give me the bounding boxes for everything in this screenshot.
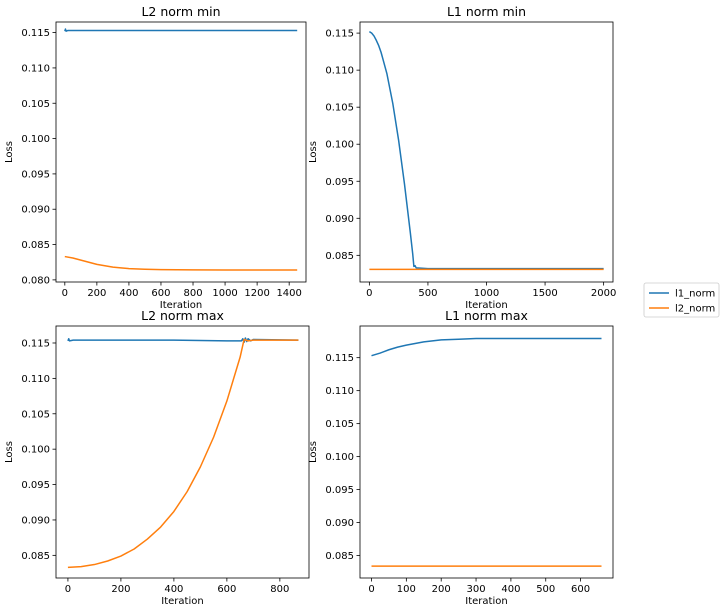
x-tick-label: 0: [366, 288, 372, 299]
series-line-l2-norm: [64, 255, 298, 271]
axes-frame: [359, 21, 614, 283]
x-tick-label: 500: [418, 288, 437, 299]
y-axis-label: Loss: [4, 141, 15, 163]
x-axis-label: Iteration: [161, 596, 203, 607]
y-tick-label: 0.100: [21, 445, 50, 456]
y-tick-label: 0.100: [325, 140, 354, 151]
y-tick-label: 0.085: [21, 240, 50, 251]
y-tick-label: 0.080: [21, 275, 50, 286]
y-tick-label: 0.110: [325, 66, 354, 77]
x-tick-label: 100: [397, 584, 416, 595]
y-tick-label: 0.085: [325, 251, 354, 262]
y-tick-label: 0.090: [21, 515, 50, 526]
subplot-title: L1 norm min: [447, 4, 526, 19]
axes-frame: [55, 325, 310, 579]
y-axis-label: Loss: [308, 441, 319, 463]
y-axis-label: Loss: [308, 141, 319, 163]
series-line-l1-norm: [67, 337, 299, 344]
y-tick-label: 0.105: [21, 409, 50, 420]
legend-label-l2-norm: l2_norm: [675, 304, 715, 315]
x-tick-label: 800: [270, 584, 289, 595]
subplot-2: 0 500 1000 1500 2000 0.085 0.090 0.095 0.100 0.10…: [308, 4, 616, 311]
x-tick-label: 400: [164, 584, 183, 595]
legend-label-l1-norm: l1_norm: [675, 289, 715, 300]
x-tick-label: 0: [62, 288, 68, 299]
subplot-3: 0 200 400 600 800 0.085 0.090 0.095 0.100 0.105 0.…: [4, 308, 310, 607]
x-tick-label: 1200: [244, 288, 269, 299]
x-tick-label: 400: [501, 584, 520, 595]
x-axis-label: Iteration: [160, 300, 202, 311]
y-tick-label: 0.105: [21, 99, 50, 110]
y-tick-label: 0.115: [21, 28, 50, 39]
x-tick-label: 600: [217, 584, 236, 595]
subplot-4: 0 100 200 300 400 500 600 0.085 0.090 0.095 0.100 0…: [308, 308, 614, 607]
y-tick-label: 0.095: [325, 177, 354, 188]
y-tick-label: 0.110: [21, 63, 50, 74]
series-line-l2-norm: [67, 338, 299, 569]
y-tick-label: 0.095: [325, 485, 354, 496]
y-tick-label: 0.090: [325, 214, 354, 225]
subplot-title: L1 norm max: [445, 308, 528, 323]
axes-frame: [359, 325, 614, 579]
x-axis-label: Iteration: [465, 596, 507, 607]
x-tick-label: 400: [119, 288, 138, 299]
x-tick-label: 2000: [591, 288, 616, 299]
y-tick-label: 0.100: [325, 452, 354, 463]
x-tick-label: 600: [571, 584, 590, 595]
y-tick-label: 0.115: [21, 338, 50, 349]
x-tick-label: 500: [536, 584, 555, 595]
x-tick-label: 200: [111, 584, 130, 595]
subplot-title: L2 norm min: [141, 4, 220, 19]
y-tick-label: 0.085: [325, 551, 354, 562]
y-tick-label: 0.110: [325, 386, 354, 397]
series-line-l1-norm: [368, 30, 604, 270]
subplot-1: 0 200 400 600 800 1000 1200 1400 0.080 0.085 0.090…: [4, 4, 307, 311]
y-tick-label: 0.085: [21, 551, 50, 562]
y-tick-label: 0.115: [325, 29, 354, 40]
x-tick-label: 800: [183, 288, 202, 299]
x-tick-label: 0: [368, 584, 374, 595]
series-line-l1-norm: [64, 28, 298, 32]
x-tick-label: 200: [87, 288, 106, 299]
y-tick-label: 0.095: [21, 169, 50, 180]
y-tick-label: 0.115: [325, 353, 354, 364]
y-tick-label: 0.090: [21, 205, 50, 216]
y-tick-label: 0.100: [21, 134, 50, 145]
y-tick-label: 0.105: [325, 419, 354, 430]
legend: l1_norm l2_norm: [643, 282, 720, 318]
y-axis-label: Loss: [4, 441, 15, 463]
x-tick-label: 1400: [276, 288, 301, 299]
y-tick-label: 0.095: [21, 480, 50, 491]
x-axis-label: Iteration: [465, 300, 507, 311]
x-tick-label: 1500: [532, 288, 557, 299]
x-tick-label: 1000: [474, 288, 499, 299]
x-tick-label: 0: [65, 584, 71, 595]
series-line-l1-norm: [371, 337, 602, 357]
subplot-panels: 0 200 400 600 800 1000 1200 14000.0800.0850.090…: [4, 4, 616, 607]
x-tick-label: 300: [466, 584, 485, 595]
axes-frame: [55, 21, 307, 283]
x-tick-label: 1000: [212, 288, 237, 299]
x-tick-label: 200: [432, 584, 451, 595]
subplot-title: L2 norm max: [141, 308, 224, 323]
y-tick-label: 0.105: [325, 103, 354, 114]
x-tick-label: 600: [151, 288, 170, 299]
y-tick-label: 0.110: [21, 374, 50, 385]
y-tick-label: 0.090: [325, 518, 354, 529]
